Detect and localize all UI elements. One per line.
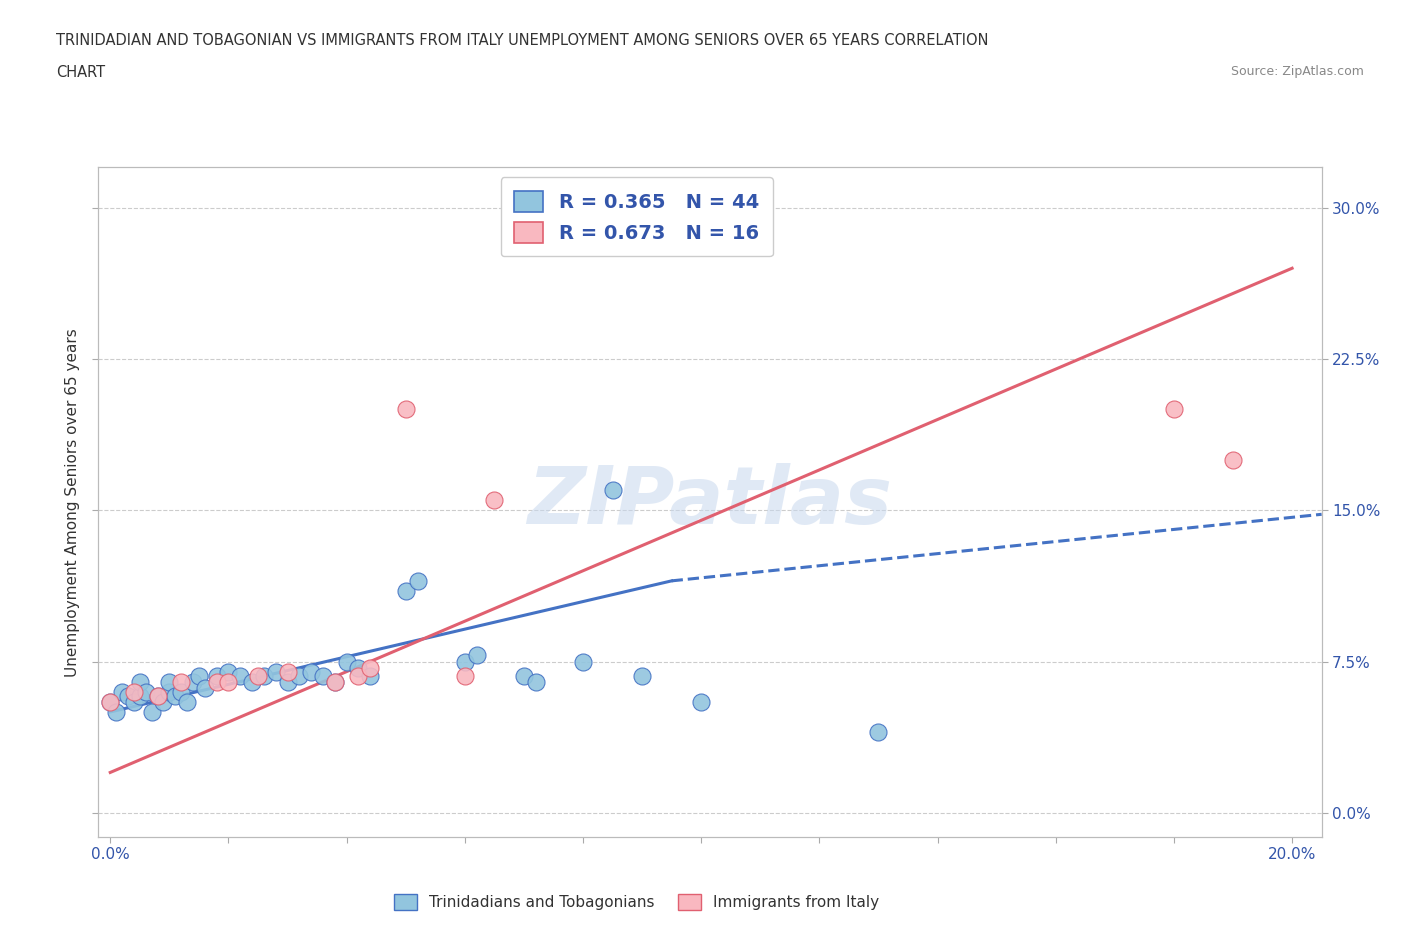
Point: [1222, 452, 1244, 467]
Point: [170, 684, 193, 699]
Text: CHART: CHART: [56, 65, 105, 80]
Point: [631, 669, 654, 684]
Point: [181, 674, 204, 689]
Point: [187, 669, 209, 684]
Point: [454, 669, 477, 684]
Point: [323, 674, 346, 689]
Point: [135, 684, 157, 699]
Point: [868, 724, 890, 739]
Point: [690, 695, 713, 710]
Legend: Trinidadians and Tobagonians, Immigrants from Italy: Trinidadians and Tobagonians, Immigrants…: [388, 888, 886, 916]
Point: [194, 681, 217, 696]
Point: [276, 674, 298, 689]
Point: [513, 669, 536, 684]
Point: [299, 664, 322, 679]
Point: [253, 669, 276, 684]
Point: [105, 705, 128, 720]
Point: [484, 493, 506, 508]
Point: [240, 674, 263, 689]
Point: [165, 688, 187, 703]
Point: [157, 684, 180, 699]
Point: [395, 402, 418, 417]
Point: [146, 688, 169, 703]
Point: [524, 674, 547, 689]
Point: [122, 695, 145, 710]
Point: [117, 688, 139, 703]
Text: Source: ZipAtlas.com: Source: ZipAtlas.com: [1230, 65, 1364, 78]
Point: [205, 669, 228, 684]
Point: [217, 664, 239, 679]
Point: [146, 688, 169, 703]
Point: [229, 669, 252, 684]
Point: [128, 674, 150, 689]
Point: [572, 654, 595, 669]
Point: [454, 654, 477, 669]
Text: ZIPatlas: ZIPatlas: [527, 463, 893, 541]
Point: [111, 684, 134, 699]
Point: [264, 664, 287, 679]
Point: [141, 705, 163, 720]
Point: [152, 695, 174, 710]
Point: [406, 574, 429, 589]
Point: [1163, 402, 1185, 417]
Point: [176, 695, 198, 710]
Point: [602, 483, 624, 498]
Point: [217, 674, 239, 689]
Point: [288, 669, 311, 684]
Point: [205, 674, 228, 689]
Point: [465, 648, 488, 663]
Text: TRINIDADIAN AND TOBAGONIAN VS IMMIGRANTS FROM ITALY UNEMPLOYMENT AMONG SENIORS O: TRINIDADIAN AND TOBAGONIAN VS IMMIGRANTS…: [56, 33, 988, 47]
Point: [359, 660, 381, 675]
Point: [359, 669, 381, 684]
Y-axis label: Unemployment Among Seniors over 65 years: Unemployment Among Seniors over 65 years: [65, 328, 80, 677]
Point: [347, 660, 370, 675]
Point: [395, 583, 418, 598]
Point: [128, 688, 150, 703]
Point: [312, 669, 335, 684]
Point: [246, 669, 269, 684]
Point: [170, 674, 193, 689]
Point: [276, 664, 298, 679]
Point: [336, 654, 359, 669]
Point: [122, 684, 145, 699]
Point: [347, 669, 370, 684]
Point: [157, 674, 180, 689]
Point: [98, 695, 121, 710]
Point: [98, 695, 121, 710]
Point: [323, 674, 346, 689]
